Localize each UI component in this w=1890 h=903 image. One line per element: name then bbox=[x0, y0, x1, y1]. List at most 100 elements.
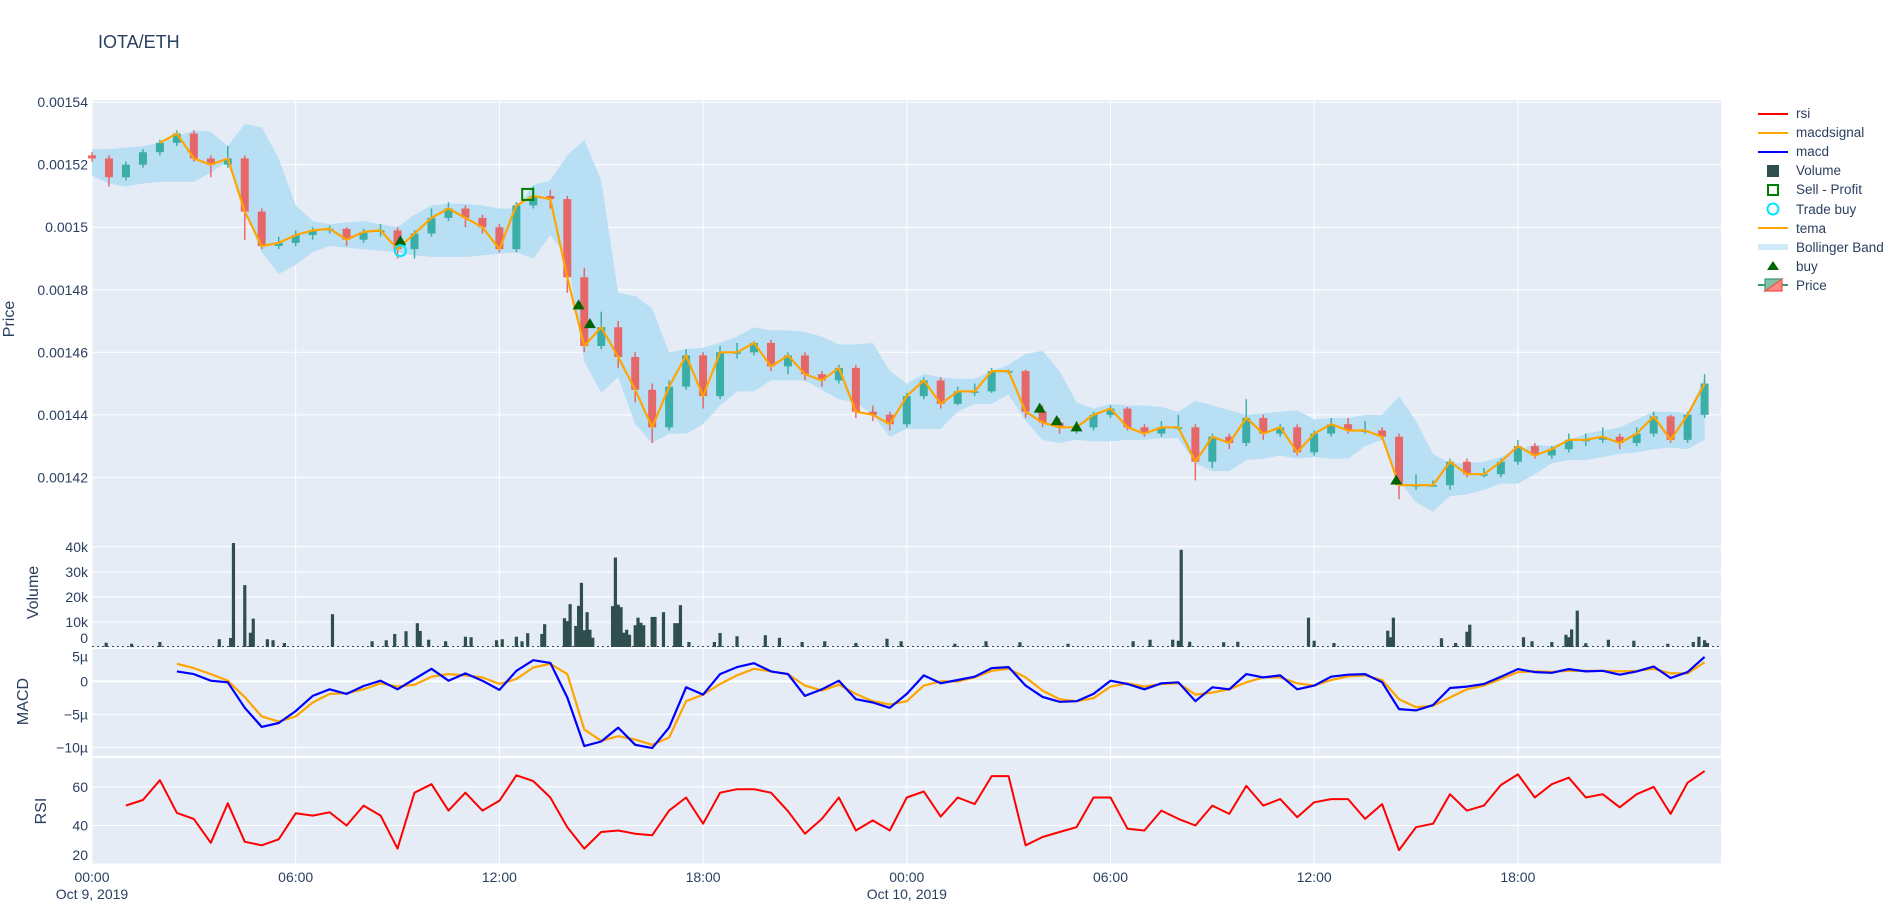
legend-item-price[interactable]: Price bbox=[1756, 276, 1884, 295]
candle bbox=[461, 205, 470, 228]
candle bbox=[1564, 433, 1573, 453]
candle-body bbox=[1259, 417, 1268, 434]
volume-bar bbox=[1575, 610, 1579, 647]
volume-bar bbox=[625, 629, 629, 647]
candle-body bbox=[308, 230, 317, 236]
candle-body bbox=[1547, 449, 1556, 456]
candle bbox=[614, 321, 623, 368]
candle-body bbox=[546, 195, 555, 200]
candle-body bbox=[902, 396, 911, 425]
volume-bar bbox=[1584, 643, 1588, 647]
x-tick-label: 18:00 bbox=[686, 869, 721, 885]
tema-line bbox=[159, 132, 1706, 487]
candle-body bbox=[1344, 424, 1353, 431]
volume-bar bbox=[158, 641, 162, 647]
x-tick-label: 12:00 bbox=[1297, 869, 1332, 885]
candle-body bbox=[121, 164, 130, 178]
volume-bar bbox=[1666, 643, 1670, 647]
x-tick-label: 00:00 bbox=[889, 869, 924, 885]
legend-item-sell-profit[interactable]: Sell - Profit bbox=[1756, 180, 1884, 199]
candle bbox=[1598, 427, 1607, 443]
candle bbox=[1157, 421, 1166, 437]
price-tick-label: 0.00148 bbox=[37, 282, 88, 298]
legend-label: macd bbox=[1796, 144, 1830, 160]
candle-body bbox=[427, 217, 436, 234]
candle-body bbox=[1038, 411, 1047, 423]
legend-label: Price bbox=[1796, 277, 1827, 293]
volume-bar bbox=[1176, 640, 1180, 647]
candle-body bbox=[189, 133, 198, 159]
candle-body bbox=[563, 199, 572, 278]
volume-bar bbox=[1705, 642, 1710, 647]
lines-layer bbox=[125, 132, 1706, 852]
candle-body bbox=[1462, 461, 1471, 475]
legend-item-trade-buy[interactable]: Trade buy bbox=[1756, 199, 1884, 218]
candle bbox=[138, 149, 147, 168]
candle-body bbox=[987, 371, 996, 392]
price-axis-title: Price bbox=[1, 301, 18, 338]
candle-body bbox=[834, 367, 843, 381]
candle bbox=[1615, 433, 1624, 450]
candle-body bbox=[851, 367, 860, 412]
candle bbox=[1293, 424, 1302, 456]
x-tick-date-label: Oct 10, 2019 bbox=[867, 886, 947, 902]
volume-bar bbox=[582, 630, 586, 647]
candle-body bbox=[1513, 446, 1522, 462]
candle-body bbox=[1378, 430, 1387, 437]
legend-item-bollinger-band[interactable]: Bollinger Band bbox=[1756, 238, 1884, 257]
legend-item-volume[interactable]: Volume bbox=[1756, 161, 1884, 180]
volume-bar bbox=[718, 632, 722, 647]
legend-item-rsi[interactable]: rsi bbox=[1756, 104, 1884, 123]
volume-bar bbox=[248, 632, 253, 647]
volume-bar bbox=[1691, 641, 1695, 647]
candle bbox=[427, 208, 436, 237]
volume-bar bbox=[370, 641, 374, 647]
candle-body bbox=[478, 217, 487, 228]
x-tick-label: 06:00 bbox=[278, 869, 313, 885]
volume-bar bbox=[1530, 641, 1534, 647]
candle-body bbox=[783, 355, 792, 367]
x-tick-date-label: Oct 9, 2019 bbox=[56, 886, 129, 902]
volume-bar bbox=[469, 637, 473, 647]
volume-tick-label: 40k bbox=[65, 539, 89, 555]
macd-tick-label: −10µ bbox=[56, 739, 88, 755]
legend-item-buy[interactable]: buy bbox=[1756, 257, 1884, 276]
price-tick-label: 0.00146 bbox=[37, 344, 88, 360]
candle-body bbox=[817, 374, 826, 381]
candle-body bbox=[1445, 461, 1454, 486]
volume-tick-label: 10k bbox=[65, 614, 89, 630]
candlestick-swatch-icon bbox=[1758, 278, 1788, 293]
volume-layer bbox=[92, 543, 1721, 647]
volume-bar bbox=[543, 624, 547, 647]
volume-bar bbox=[1131, 641, 1135, 647]
volume-bar bbox=[661, 612, 666, 647]
candle-body bbox=[155, 142, 164, 153]
volume-bar bbox=[463, 636, 468, 647]
volume-bar bbox=[676, 623, 680, 647]
legend-label: rsi bbox=[1796, 106, 1811, 122]
candle-body bbox=[800, 355, 809, 375]
x-tick-label: 12:00 bbox=[482, 869, 517, 885]
candle-body bbox=[240, 158, 249, 212]
volume-bar bbox=[330, 614, 335, 647]
volume-tick-label: 30k bbox=[65, 564, 89, 580]
candle bbox=[1632, 427, 1641, 447]
rsi-tick-label: 40 bbox=[72, 817, 88, 833]
candle-body bbox=[1700, 383, 1709, 415]
candle bbox=[104, 155, 113, 187]
candle-body bbox=[766, 342, 775, 367]
volume-bar bbox=[231, 543, 236, 647]
candle-body bbox=[750, 342, 759, 353]
legend-item-macd[interactable]: macd bbox=[1756, 142, 1884, 161]
volume-axis-title: Volume bbox=[25, 566, 42, 619]
candle-body bbox=[597, 327, 606, 347]
volume-bar bbox=[568, 604, 572, 647]
volume-bar bbox=[1148, 639, 1152, 647]
volume-bar bbox=[636, 617, 640, 647]
rsi-axis-title: RSI bbox=[33, 798, 50, 825]
volume-bar bbox=[444, 641, 448, 647]
legend-item-macdsignal[interactable]: macdsignal bbox=[1756, 123, 1884, 142]
volume-bar bbox=[1702, 640, 1707, 647]
square-swatch-icon bbox=[1767, 164, 1779, 177]
legend-item-tema[interactable]: tema bbox=[1756, 219, 1884, 238]
